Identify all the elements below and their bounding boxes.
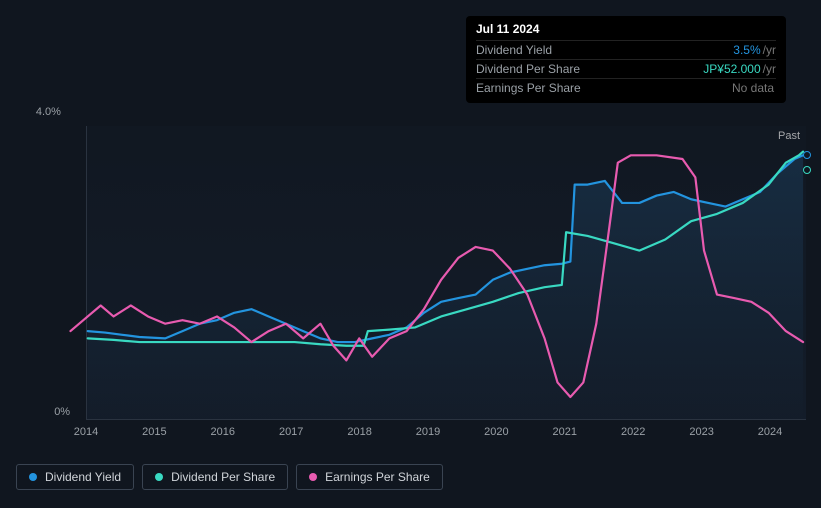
legend-swatch <box>155 473 163 481</box>
x-tick-label: 2020 <box>484 426 508 438</box>
x-tick-label: 2018 <box>347 426 371 438</box>
tooltip-value: 3.5%/yr <box>733 43 776 57</box>
y-axis-max: 4.0% <box>36 106 61 118</box>
series-end-marker <box>803 151 811 159</box>
legend-item-dividend-per-share[interactable]: Dividend Per Share <box>142 464 288 490</box>
tooltip-row: Earnings Per Share No data <box>476 78 776 97</box>
legend-label: Dividend Per Share <box>171 470 275 484</box>
tooltip-date: Jul 11 2024 <box>476 22 776 40</box>
y-axis-min: 0% <box>54 406 70 418</box>
tooltip-row: Dividend Yield 3.5%/yr <box>476 40 776 59</box>
tooltip-value: No data <box>732 81 776 95</box>
chart-tooltip: Jul 11 2024 Dividend Yield 3.5%/yr Divid… <box>466 16 786 103</box>
legend-swatch <box>29 473 37 481</box>
legend-label: Earnings Per Share <box>325 470 430 484</box>
plot-area <box>86 126 806 420</box>
tooltip-label: Earnings Per Share <box>476 81 581 95</box>
x-tick-label: 2016 <box>211 426 235 438</box>
tooltip-value: JP¥52.000/yr <box>703 62 776 76</box>
x-tick-label: 2015 <box>142 426 166 438</box>
x-tick-label: 2014 <box>74 426 98 438</box>
series-end-marker <box>803 166 811 174</box>
legend-label: Dividend Yield <box>45 470 121 484</box>
legend-swatch <box>309 473 317 481</box>
x-tick-label: 2022 <box>621 426 645 438</box>
tooltip-label: Dividend Yield <box>476 43 552 57</box>
dividend-chart[interactable]: 4.0% 0% Past 201420152016201720182019202… <box>16 106 806 446</box>
x-tick-label: 2019 <box>416 426 440 438</box>
x-tick-label: 2023 <box>689 426 713 438</box>
tooltip-row: Dividend Per Share JP¥52.000/yr <box>476 59 776 78</box>
legend-item-earnings-per-share[interactable]: Earnings Per Share <box>296 464 443 490</box>
chart-lines <box>87 126 806 419</box>
legend-item-dividend-yield[interactable]: Dividend Yield <box>16 464 134 490</box>
tooltip-label: Dividend Per Share <box>476 62 580 76</box>
x-tick-label: 2024 <box>758 426 782 438</box>
x-tick-label: 2017 <box>279 426 303 438</box>
x-tick-label: 2021 <box>553 426 577 438</box>
legend: Dividend Yield Dividend Per Share Earnin… <box>16 464 443 490</box>
